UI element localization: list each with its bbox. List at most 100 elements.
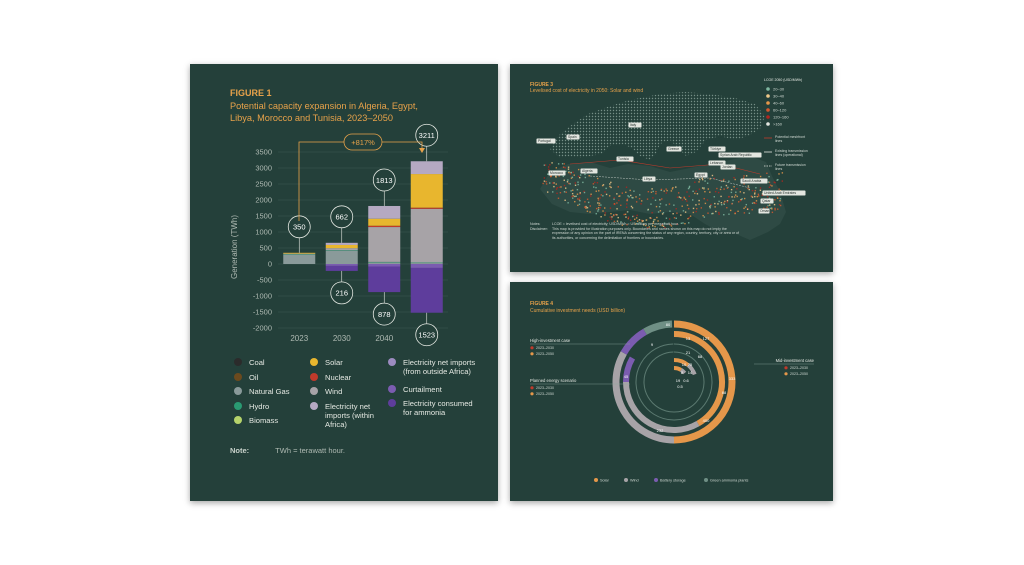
country-label-bg (720, 164, 736, 170)
bar-segment (325, 250, 358, 264)
lcoe-cell (723, 203, 725, 205)
lcoe-cell (745, 203, 748, 206)
lcoe-cell (710, 203, 712, 206)
africa-landmass (540, 156, 786, 240)
lcoe-cell (590, 193, 592, 195)
country-label: Saudi Arabia (742, 179, 761, 183)
lcoe-cell (576, 193, 579, 195)
legend-label: Nuclear (325, 373, 352, 382)
lcoe-cell (583, 190, 585, 193)
lcoe-cell (618, 195, 620, 197)
lcoe-cell (598, 190, 600, 192)
period-label: 2023–2030 (790, 366, 808, 370)
lcoe-cell (585, 207, 587, 209)
lcoe-cell (669, 210, 671, 212)
lcoe-cell (678, 196, 681, 198)
figure-1-note: Note: TWh = terawatt hour. (230, 446, 345, 455)
lcoe-cell (694, 192, 696, 195)
lcoe-cell (747, 185, 750, 187)
lcoe-cell (547, 166, 550, 168)
ring-value-label: 400 (703, 418, 710, 423)
lcoe-cell (714, 202, 716, 205)
lcoe-cell (597, 202, 599, 204)
lcoe-cell (654, 199, 657, 201)
lcoe-cell (726, 187, 729, 189)
period-label: 2023–2050 (790, 372, 808, 376)
lcoe-cell (711, 212, 713, 215)
lcoe-cell (631, 215, 634, 218)
lcoe-cell (713, 177, 716, 180)
lcoe-cell (624, 213, 627, 216)
lcoe-cell (626, 223, 628, 226)
lcoe-cell (733, 196, 736, 198)
country-label-bg (566, 134, 580, 140)
lcoe-cell (668, 203, 671, 205)
lcoe-cell (650, 203, 652, 205)
country-label: United Arab Emirates (764, 191, 796, 195)
legend-item: Biomass (234, 416, 308, 425)
lcoe-cell (578, 203, 581, 206)
lcoe-cell (548, 168, 550, 171)
ring-value-label: 68 (722, 390, 727, 395)
lcoe-cell (718, 213, 720, 215)
lcoe-cell (550, 175, 552, 178)
lcoe-cell (542, 182, 544, 185)
lcoe-cell (651, 188, 653, 190)
lcoe-cell (683, 196, 685, 199)
lcoe-cell (698, 203, 700, 205)
lcoe-cell (586, 210, 589, 212)
ring-segment (623, 356, 636, 383)
lcoe-cell (734, 178, 736, 181)
lcoe-cell (570, 177, 573, 179)
lcoe-cell (610, 218, 613, 220)
lcoe-cell (572, 171, 574, 174)
lcoe-cell (557, 163, 560, 165)
lcoe-cell (774, 207, 776, 210)
lcoe-cell (755, 200, 758, 202)
lcoe-cell (720, 195, 722, 198)
lcoe-cell (645, 224, 647, 227)
lcoe-cell (723, 188, 725, 190)
lcoe-cell (672, 213, 674, 215)
lcoe-cell (641, 200, 643, 202)
legend-swatch (766, 87, 770, 91)
total-callout-circle (330, 281, 354, 305)
lcoe-cell (688, 185, 691, 188)
period-swatch (530, 352, 534, 356)
lcoe-cell (709, 204, 712, 207)
lcoe-cell (745, 175, 748, 177)
country-label-bg (740, 178, 768, 184)
lcoe-cell (680, 214, 682, 216)
lcoe-cell (635, 196, 637, 198)
y-tick-label: -1000 (253, 292, 272, 301)
legend-item: Oil (234, 373, 308, 382)
country-label: Portugal (538, 139, 551, 143)
lcoe-cell (565, 187, 567, 189)
legend-swatch (234, 373, 242, 381)
lcoe-cell (652, 220, 655, 223)
lcoe-cell (768, 175, 770, 178)
ring-value-label: 333 (729, 376, 736, 381)
lcoe-cell (543, 177, 546, 179)
lcoe-cell (766, 196, 769, 198)
lcoe-cell (626, 203, 628, 205)
ring-segment (673, 331, 725, 427)
country-label-bg (548, 170, 566, 176)
legend-item: Hydro (234, 402, 308, 411)
lcoe-cell (569, 173, 571, 175)
lcoe-cell (687, 207, 690, 210)
lcoe-cell (652, 190, 654, 193)
lcoe-cell (699, 178, 701, 181)
bar-segment (410, 174, 443, 208)
lcoe-cell (671, 188, 674, 190)
legend-swatch (234, 416, 242, 424)
country-label: Spain (568, 135, 577, 139)
legend-item: Electricity consumed for ammonia (388, 399, 478, 417)
lcoe-cell (610, 212, 612, 215)
bar-segment (283, 254, 316, 264)
legend-label: Electricity consumed for ammonia (403, 399, 473, 417)
lcoe-cell (675, 208, 677, 210)
ring-segment (643, 320, 673, 335)
bar-segment (368, 205, 401, 219)
lcoe-cell (617, 186, 620, 188)
